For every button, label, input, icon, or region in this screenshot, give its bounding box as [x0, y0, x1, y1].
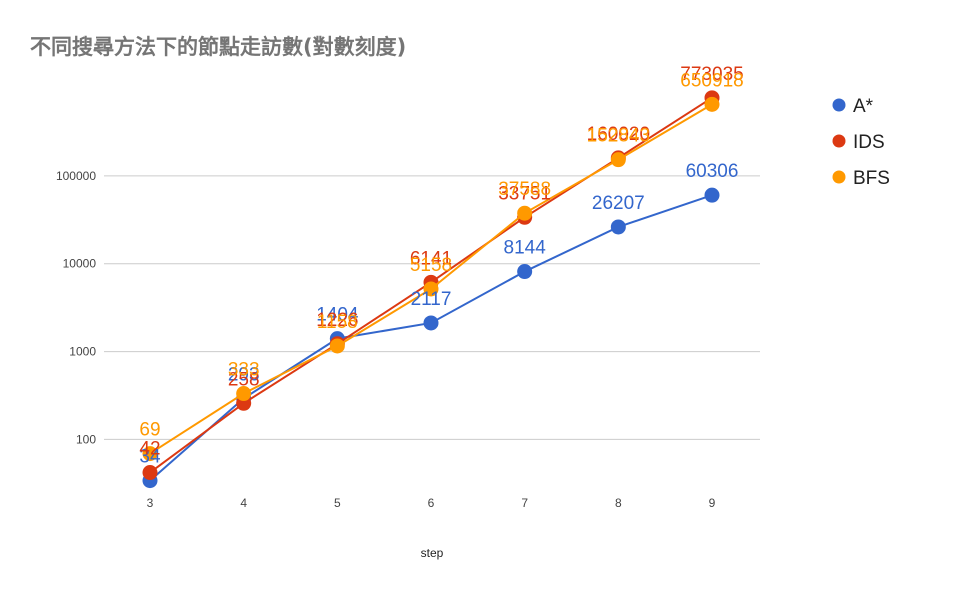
chart-title: 不同搜尋方法下的節點走訪數(對數刻度) [30, 35, 406, 59]
data-point-ids [142, 465, 158, 481]
series-layer [142, 90, 720, 489]
data-label-ids: 258 [228, 369, 260, 390]
data-label-ids: 6141 [410, 248, 452, 269]
data-label-a: 60306 [686, 161, 739, 182]
data-label-bfs: 37588 [498, 179, 551, 200]
x-tick-label: 7 [521, 496, 528, 510]
y-tick-label: 100000 [56, 169, 96, 183]
data-labels: 34 293 1404 2117 8144 26207 60306 42 258 1226 6141… [139, 64, 743, 468]
data-label-ids: 42 [139, 439, 160, 460]
x-tick-label: 3 [147, 496, 154, 510]
data-label-a: 8144 [504, 238, 547, 259]
gridlines [104, 175, 760, 440]
data-point-bfs [517, 205, 533, 221]
legend: A* IDS BFS [832, 96, 890, 189]
x-tick-label: 5 [334, 496, 341, 510]
x-tick-label: 4 [240, 496, 247, 510]
y-axis-ticks: 100 1000 10000 100000 [56, 169, 96, 447]
data-label-bfs: 1158 [317, 312, 358, 333]
legend-marker-ids [832, 134, 846, 148]
data-label-ids: 773035 [680, 64, 743, 85]
legend-label-ids: IDS [853, 132, 885, 153]
data-point-bfs [329, 338, 345, 354]
data-point-a [423, 315, 439, 331]
data-point-bfs [610, 152, 626, 168]
legend-label-a: A* [853, 96, 874, 117]
x-tick-label: 8 [615, 496, 622, 510]
data-point-a [610, 219, 626, 235]
x-tick-label: 6 [428, 496, 435, 510]
data-point-a [704, 187, 720, 203]
data-label-a: 2117 [411, 289, 452, 310]
data-label-a: 34 [139, 447, 161, 468]
data-label-a: 26207 [592, 193, 645, 214]
x-tick-label: 9 [709, 496, 716, 510]
data-label-bfs: 152843 [587, 126, 650, 147]
data-label-ids: 1226 [316, 310, 358, 331]
data-point-bfs [142, 446, 158, 462]
data-label-bfs: 650918 [680, 70, 743, 91]
legend-marker-a [832, 98, 846, 112]
data-label-ids: 33751 [498, 183, 551, 204]
legend-marker-bfs [832, 170, 846, 184]
data-label-bfs: 333 [228, 360, 260, 381]
y-tick-label: 100 [76, 432, 96, 446]
data-label-bfs: 5158 [410, 255, 452, 276]
x-axis-title: step [421, 546, 444, 560]
data-label-a: 1404 [316, 305, 359, 326]
data-point-bfs [423, 281, 439, 297]
data-point-bfs [704, 96, 720, 112]
x-axis-ticks: 3 4 5 6 7 8 9 [147, 496, 716, 510]
y-tick-label: 10000 [63, 257, 97, 271]
data-label-ids: 160020 [587, 124, 650, 145]
data-point-bfs [236, 386, 252, 402]
data-label-a: 293 [228, 364, 260, 385]
data-point-a [517, 264, 533, 280]
series-line-a [149, 194, 713, 482]
data-label-bfs: 69 [139, 420, 160, 441]
y-tick-label: 1000 [69, 345, 96, 359]
legend-label-bfs: BFS [853, 168, 890, 189]
